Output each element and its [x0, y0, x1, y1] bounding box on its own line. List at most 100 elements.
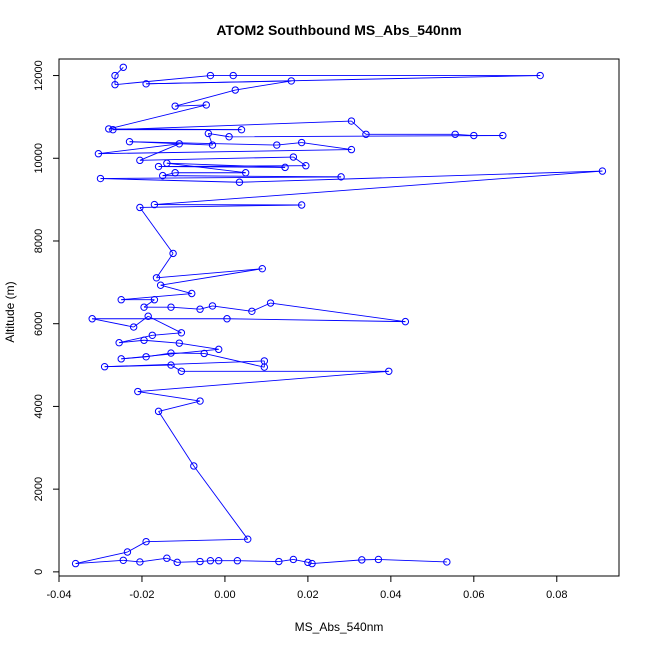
y-tick-label: 4000: [33, 394, 45, 418]
data-point: [229, 71, 237, 80]
series-line-segment: [139, 557, 167, 563]
series-line-segment: [146, 538, 248, 543]
data-point: [167, 303, 175, 311]
data-point: [148, 331, 157, 339]
data-point: [223, 315, 231, 323]
data-point: [167, 349, 175, 357]
data-point: [163, 159, 171, 167]
data-point: [190, 462, 198, 470]
series-line-segment: [270, 302, 406, 323]
series-line-segment: [98, 143, 180, 155]
series-line-segment: [156, 268, 263, 279]
series-line-segment: [179, 342, 219, 350]
data-point: [248, 307, 256, 315]
series-line-segment: [114, 75, 211, 86]
data-point: [206, 71, 215, 80]
data-point: [144, 312, 152, 320]
series-line-segment: [235, 80, 292, 91]
data-point: [287, 77, 295, 85]
data-point: [337, 173, 345, 181]
y-axis-label: Altitude (m): [3, 281, 17, 342]
x-tick-label: 0.04: [380, 589, 401, 601]
data-point: [204, 129, 213, 138]
data-point: [94, 150, 103, 158]
data-point: [208, 141, 217, 149]
data-point: [134, 387, 142, 396]
data-point: [385, 367, 393, 375]
data-point: [154, 407, 163, 416]
data-point: [231, 86, 239, 94]
data-point: [173, 558, 181, 567]
data-point: [598, 167, 607, 175]
data-point: [308, 559, 316, 568]
data-point: [200, 349, 208, 358]
series-line-segment: [278, 559, 294, 562]
data-point: [109, 126, 117, 134]
series-line-segment: [139, 207, 174, 254]
data-point: [206, 556, 215, 565]
data-point: [401, 317, 410, 326]
series-line-segment: [137, 391, 201, 402]
series-line-segment: [158, 400, 201, 412]
x-tick-label: -0.04: [46, 589, 71, 601]
series-line-segment: [144, 339, 180, 344]
series-line-segment: [119, 334, 153, 344]
data-point: [167, 361, 175, 369]
data-point: [202, 101, 210, 109]
series-line-segment: [166, 557, 178, 563]
series-points: [71, 63, 607, 568]
data-point: [117, 296, 125, 304]
data-point: [237, 126, 246, 134]
data-point: [140, 336, 148, 344]
series-line-segment: [207, 133, 213, 146]
series-line-segment: [147, 315, 182, 334]
data-point: [150, 200, 159, 209]
data-point: [142, 537, 150, 546]
data-point: [235, 178, 244, 186]
data-point: [123, 548, 132, 556]
series-line-segment: [160, 268, 263, 286]
y-tick-label: 8000: [33, 229, 45, 253]
data-point: [536, 71, 544, 80]
x-axis: -0.04 -0.02 0.00 0.02 0.04 0.06 0.08: [46, 575, 567, 601]
series-line-segment: [139, 156, 294, 161]
x-tick-label: 0.08: [546, 589, 567, 601]
data-point: [140, 303, 148, 311]
data-point: [289, 153, 298, 161]
series-line-segment: [146, 80, 292, 85]
series-line-segment: [121, 293, 192, 301]
data-point: [297, 138, 306, 147]
data-point: [125, 138, 134, 146]
data-point: [289, 555, 298, 564]
series-line-segment: [237, 560, 279, 562]
data-point: [347, 117, 356, 125]
data-point: [136, 558, 144, 566]
y-tick-label: 12000: [33, 60, 45, 91]
series-line-segment: [75, 551, 128, 565]
data-point: [171, 169, 179, 177]
series-line-segment: [166, 162, 286, 168]
data-point: [188, 289, 196, 298]
data-point: [154, 162, 163, 171]
data-point: [150, 296, 159, 304]
data-point: [275, 557, 283, 566]
series-line-segment: [204, 353, 265, 368]
series-line-segment: [154, 170, 603, 206]
data-point: [159, 171, 167, 180]
series-line-segment: [212, 305, 252, 312]
series-line-segment: [146, 352, 172, 358]
series-line-segment: [121, 356, 147, 360]
data-point: [244, 535, 252, 543]
data-point: [156, 281, 165, 289]
data-point: [119, 63, 127, 71]
data-point: [129, 323, 138, 331]
series-line-segment: [129, 141, 277, 146]
series-line-segment: [293, 156, 307, 167]
data-point: [152, 274, 161, 282]
series-line-segment: [139, 143, 180, 161]
x-axis-label: MS_Abs_540nm: [295, 620, 384, 634]
series-line-segment: [239, 170, 603, 183]
data-point: [142, 80, 150, 88]
data-point: [100, 363, 109, 371]
